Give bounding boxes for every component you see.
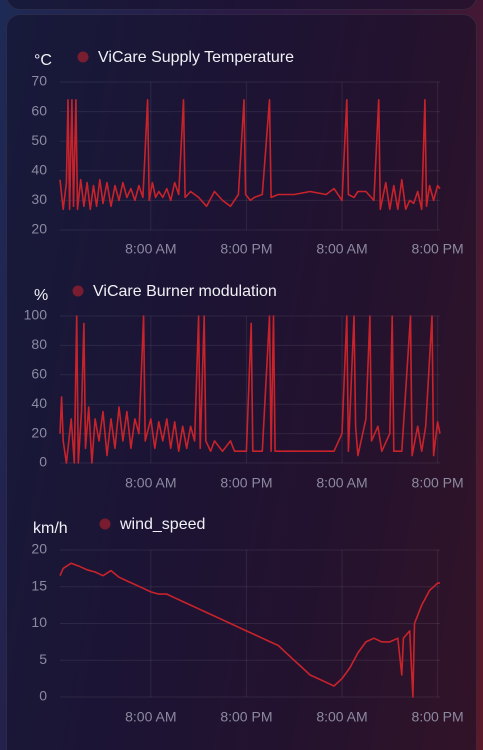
x-tick-label: 8:00 PM (220, 475, 272, 491)
x-tick-label: 8:00 PM (412, 475, 464, 491)
y-tick-label: 20 (31, 541, 47, 557)
x-tick-label: 8:00 PM (412, 709, 464, 725)
data-line (59, 315, 441, 464)
y-tick-label: 40 (31, 395, 47, 411)
unit-label: km/h (33, 520, 68, 537)
data-line (59, 562, 440, 698)
y-tick-label: 10 (31, 614, 47, 630)
y-tick-label: 5 (39, 651, 47, 667)
y-tick-label: 20 (31, 221, 47, 237)
x-tick-label: 8:00 AM (316, 475, 367, 491)
y-tick-label: 60 (31, 366, 47, 382)
legend-label: ViCare Burner modulation (93, 283, 277, 300)
x-tick-label: 8:00 AM (125, 709, 176, 725)
y-tick-label: 40 (31, 162, 47, 178)
legend-label: ViCare Supply Temperature (98, 49, 294, 66)
unit-label: % (34, 287, 48, 304)
data-line (59, 99, 441, 211)
y-tick-label: 50 (31, 132, 47, 148)
y-tick-label: 0 (39, 454, 47, 470)
legend-marker (72, 285, 84, 297)
legend-marker (99, 518, 111, 530)
y-tick-label: 15 (31, 577, 47, 593)
y-tick-label: 80 (31, 336, 47, 352)
legend-label: wind_speed (119, 516, 205, 533)
legend-marker (77, 51, 89, 63)
y-tick-label: 20 (31, 424, 47, 440)
x-tick-label: 8:00 PM (220, 709, 272, 725)
x-tick-label: 8:00 AM (125, 241, 176, 257)
x-tick-label: 8:00 AM (125, 475, 176, 491)
x-tick-label: 8:00 PM (220, 241, 272, 257)
unit-label: °C (34, 52, 52, 69)
x-tick-label: 8:00 AM (316, 709, 367, 725)
y-tick-label: 30 (31, 191, 47, 207)
y-tick-label: 0 (39, 688, 47, 704)
y-tick-label: 100 (24, 307, 48, 323)
y-tick-label: 70 (31, 73, 47, 89)
y-tick-label: 60 (31, 102, 47, 118)
x-tick-label: 8:00 AM (316, 241, 367, 257)
x-tick-label: 8:00 PM (412, 241, 464, 257)
